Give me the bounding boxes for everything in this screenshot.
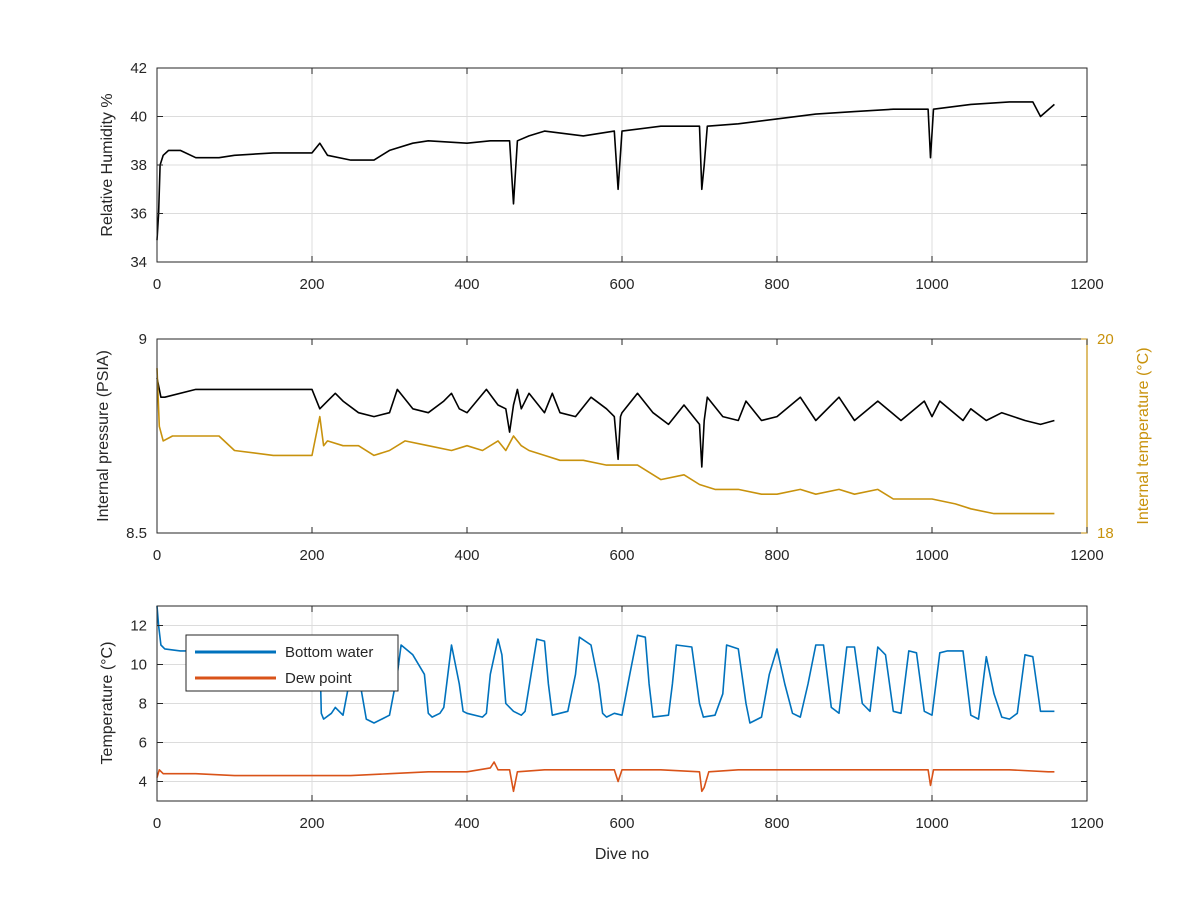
x-tick-label: 600 [609, 815, 634, 832]
y-tick-label: 6 [139, 735, 147, 752]
x-tick-label: 400 [454, 547, 479, 564]
x-tick-label: 1000 [915, 276, 948, 293]
y2-tick-label: 20 [1097, 331, 1114, 348]
x-tick-label: 0 [153, 547, 161, 564]
y-tick-label: 42 [130, 60, 147, 77]
y-tick-label: 8.5 [126, 525, 147, 542]
series-layer [156, 101, 1055, 241]
y-tick-label: 9 [139, 331, 147, 348]
x-axis-label: Dive no [595, 846, 649, 863]
line-series-2 [156, 368, 1055, 515]
x-tick-label: 0 [153, 276, 161, 293]
x-tick-label: 400 [454, 276, 479, 293]
y-tick-label: 4 [139, 774, 147, 791]
chart-temperature: 0 200 400 600 800 1000 1200 4 6 8 10 12 Temperature… [99, 605, 1104, 863]
series-layer [156, 368, 1055, 515]
legend-label-bottom-water: Bottom water [285, 644, 373, 661]
x-tick-label: 1000 [915, 547, 948, 564]
x-tick-label: 1200 [1070, 547, 1103, 564]
y-tick-label: 10 [130, 657, 147, 674]
ticks: 0 200 400 600 800 1000 1200 34 36 38 40 42 [130, 60, 1103, 293]
x-tick-label: 1000 [915, 815, 948, 832]
legend-label-dew-point: Dew point [285, 670, 353, 687]
series-layer [156, 605, 1055, 793]
x-tick-label: 200 [299, 815, 324, 832]
x-tick-label: 800 [764, 276, 789, 293]
x-tick-label: 600 [609, 547, 634, 564]
ticks: 0 200 400 600 800 1000 1200 4 6 8 10 12 [130, 606, 1104, 832]
y2-tick-label: 18 [1097, 525, 1114, 542]
y-tick-label: 12 [130, 618, 147, 635]
x-tick-label: 800 [764, 815, 789, 832]
line-dew-point [156, 761, 1055, 793]
y-tick-label: 40 [130, 109, 147, 126]
legend-box [185, 634, 399, 692]
y-tick-label: 8 [139, 696, 147, 713]
x-tick-label: 600 [609, 276, 634, 293]
grid [156, 606, 1088, 801]
right-y-axis-label: Internal temperature (°C) [1135, 347, 1152, 524]
y-axis-label: Relative Humidity % [99, 93, 116, 236]
x-tick-label: 400 [454, 815, 479, 832]
line-series-1 [156, 101, 1055, 241]
line-series-1 [156, 377, 1055, 468]
x-tick-label: 200 [299, 547, 324, 564]
y-axis-label: Internal pressure (PSIA) [95, 350, 112, 522]
x-tick-label: 1200 [1070, 276, 1103, 293]
y-axis-label: Temperature (°C) [99, 642, 116, 765]
x-tick-label: 0 [153, 815, 161, 832]
x-tick-label: 1200 [1070, 815, 1103, 832]
line-bottom-water [156, 605, 1055, 724]
chart-relative-humidity: 0 200 400 600 800 1000 1200 34 36 38 40 42 Relative… [99, 60, 1104, 293]
chart-internal-pressure-temperature: 0 200 400 600 800 1000 1200 8.5 9 18 20 Internal p… [95, 331, 1152, 564]
y-tick-label: 34 [130, 254, 147, 271]
ticks: 0 200 400 600 800 1000 1200 8.5 9 18 20 [126, 331, 1114, 564]
legend: Bottom water Dew point [185, 634, 399, 692]
y-tick-label: 36 [130, 206, 147, 223]
x-tick-label: 200 [299, 276, 324, 293]
y-tick-label: 38 [130, 157, 147, 174]
x-tick-label: 800 [764, 547, 789, 564]
